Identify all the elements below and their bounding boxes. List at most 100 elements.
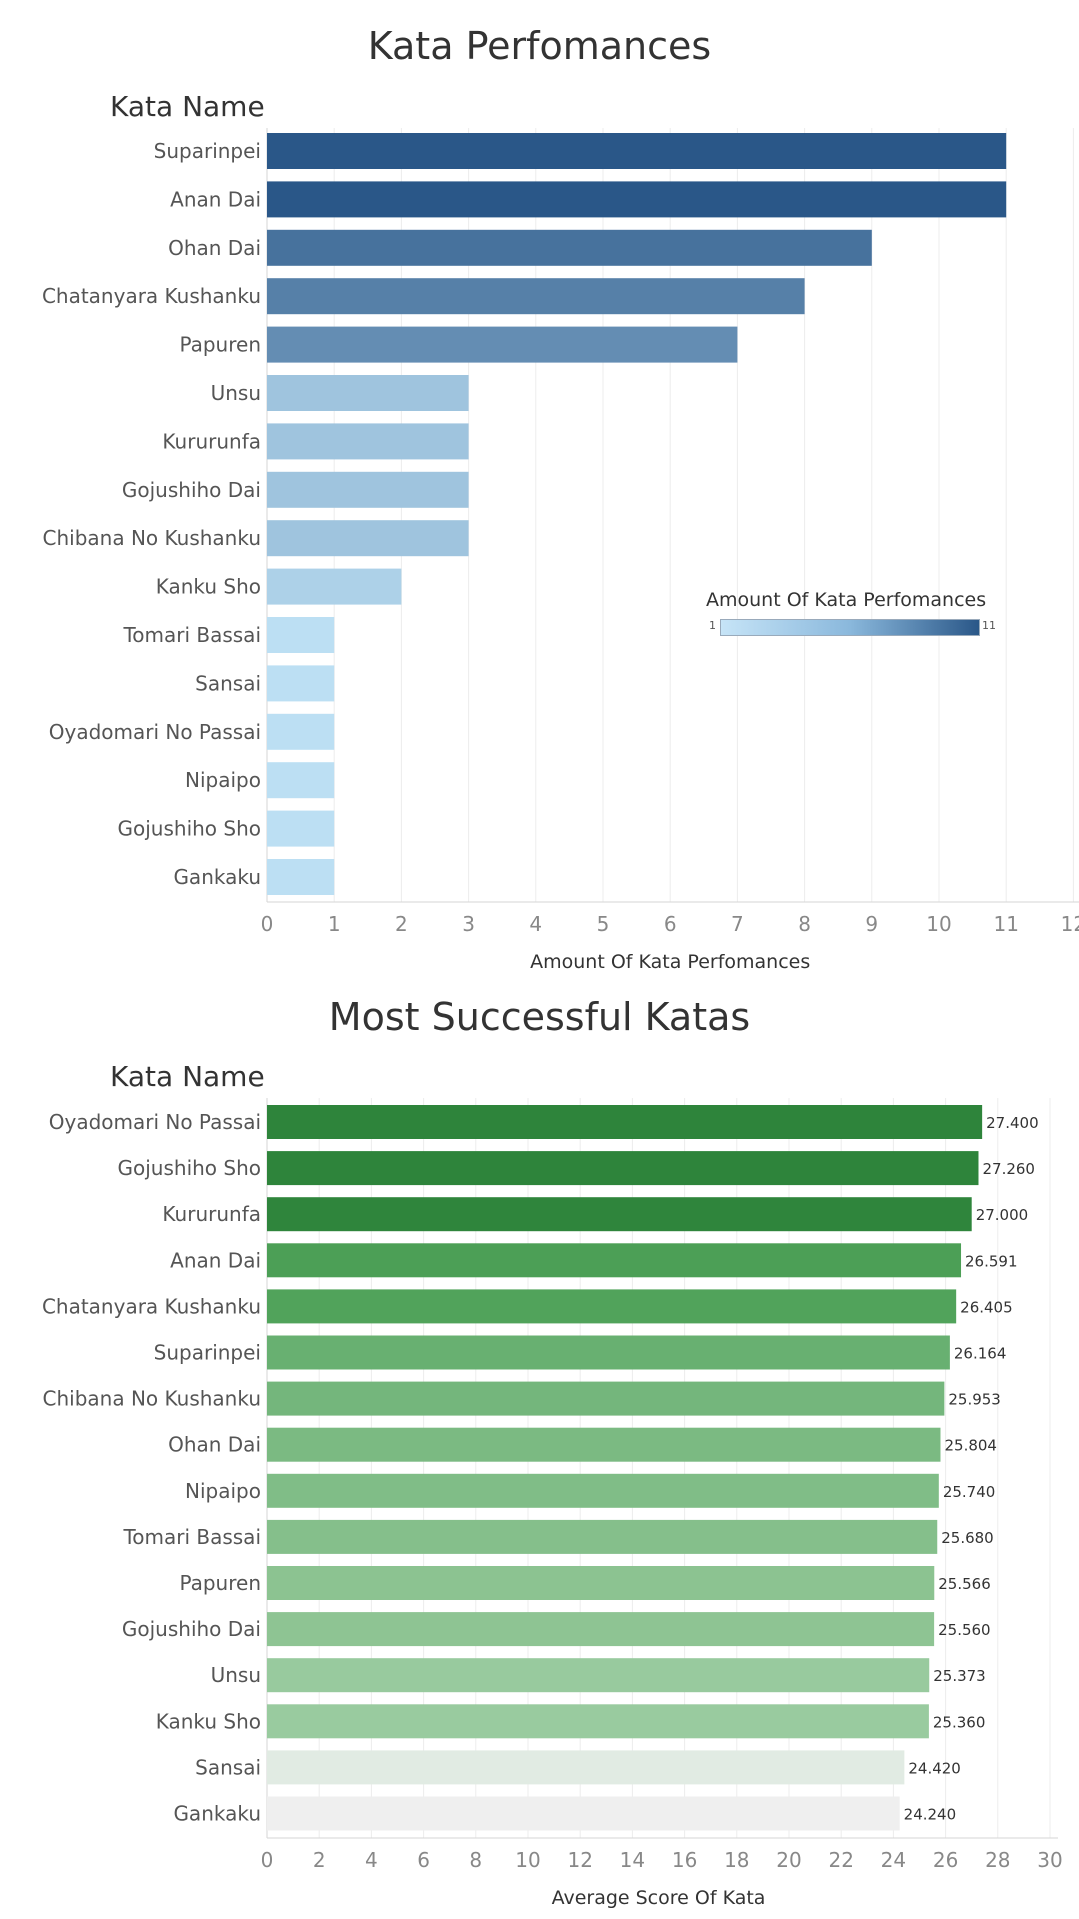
category-label: Ohan Dai (168, 236, 261, 260)
category-label: Tomari Bassai (122, 1525, 261, 1549)
x-tick-label: 24 (881, 1848, 906, 1872)
data-label: 25.360 (933, 1713, 986, 1731)
x-tick-label: 26 (933, 1848, 958, 1872)
data-label: 24.420 (908, 1759, 961, 1777)
bar (267, 1105, 983, 1139)
category-label: Kanku Sho (156, 1709, 261, 1733)
bar (267, 665, 335, 702)
legend-max-label: 11 (982, 619, 996, 632)
category-label: Unsu (211, 381, 261, 405)
x-tick-label: 1 (328, 912, 341, 936)
bar (267, 229, 872, 266)
bar (267, 1658, 930, 1693)
color-legend: Amount Of Kata Perfomances 1 11 (706, 589, 1006, 637)
x-axis-title: Average Score Of Kata (552, 1887, 766, 1909)
category-label: Papuren (179, 1571, 261, 1595)
x-tick-label: 2 (313, 1848, 326, 1872)
bar (267, 1796, 900, 1831)
category-label: Oyadomari No Passai (49, 1110, 261, 1134)
bar (267, 1151, 979, 1186)
x-tick-label: 12 (567, 1848, 592, 1872)
x-tick-label: 0 (261, 912, 274, 936)
bar (267, 859, 335, 895)
category-label: Nipaipo (185, 1479, 261, 1503)
bar (267, 133, 1007, 169)
category-label: Kanku Sho (156, 575, 261, 599)
data-label: 25.373 (933, 1667, 986, 1685)
x-tick-label: 22 (828, 1848, 853, 1872)
bar (267, 375, 469, 411)
data-label: 25.953 (948, 1391, 1001, 1409)
x-tick-label: 14 (620, 1848, 645, 1872)
category-label: Sansai (195, 671, 261, 695)
category-label: Nipaipo (185, 768, 261, 792)
data-label: 24.240 (904, 1806, 957, 1824)
bar (267, 181, 1007, 218)
category-label: Suparinpei (154, 139, 261, 163)
data-label: 25.740 (943, 1483, 996, 1501)
category-label: Sansai (195, 1755, 261, 1779)
x-tick-label: 8 (798, 912, 811, 936)
bar (267, 520, 469, 557)
x-tick-label: 3 (462, 912, 475, 936)
bar (267, 713, 335, 750)
data-label: 25.804 (944, 1437, 997, 1455)
bar (267, 1381, 945, 1416)
x-tick-label: 5 (597, 912, 610, 936)
x-tick-label: 0 (261, 1848, 274, 1872)
category-label: Kururunfa (162, 1202, 261, 1226)
category-label: Suparinpei (154, 1341, 261, 1365)
x-tick-label: 20 (776, 1848, 801, 1872)
category-label: Papuren (179, 333, 261, 357)
bar (267, 1566, 935, 1600)
x-tick-label: 12 (1061, 912, 1079, 936)
bar (267, 1289, 957, 1324)
data-label: 25.566 (938, 1575, 991, 1593)
bar (267, 810, 335, 847)
legend-title: Amount Of Kata Perfomances (706, 589, 987, 611)
category-label: Anan Dai (170, 1248, 261, 1272)
data-label: 26.405 (960, 1298, 1013, 1316)
bar (267, 1243, 962, 1278)
category-label: Anan Dai (170, 187, 261, 211)
x-axis-title: Amount Of Kata Perfomances (530, 951, 810, 973)
data-label: 26.591 (965, 1252, 1018, 1270)
x-tick-label: 4 (529, 912, 542, 936)
x-tick-label: 8 (469, 1848, 482, 1872)
bar (267, 1197, 972, 1232)
chart-title-successful: Most Successful Katas (328, 995, 751, 1039)
category-label: Gojushiho Sho (118, 1156, 262, 1180)
row-header-performances: Kata Name (110, 90, 265, 123)
category-label: Oyadomari No Passai (49, 720, 261, 744)
x-tick-label: 4 (365, 1848, 378, 1872)
data-label: 26.164 (954, 1345, 1007, 1363)
category-label: Kururunfa (162, 429, 261, 453)
bar (267, 278, 805, 315)
x-tick-label: 2 (395, 912, 408, 936)
x-tick-label: 30 (1037, 1848, 1062, 1872)
legend-gradient-bar (720, 619, 980, 636)
data-label: 25.680 (941, 1529, 994, 1547)
data-label: 25.560 (938, 1621, 991, 1639)
x-tick-label: 9 (865, 912, 878, 936)
category-label: Tomari Bassai (122, 623, 261, 647)
bar (267, 762, 335, 799)
x-tick-label: 18 (724, 1848, 749, 1872)
x-tick-label: 11 (993, 912, 1018, 936)
bar (267, 471, 469, 508)
category-label: Gankaku (173, 865, 261, 889)
category-label: Gojushiho Dai (122, 478, 261, 502)
bar (267, 423, 469, 460)
data-label: 27.260 (982, 1160, 1035, 1178)
category-label: Gojushiho Dai (122, 1617, 261, 1641)
x-tick-label: 28 (985, 1848, 1010, 1872)
chart-title-performances: Kata Perfomances (367, 24, 712, 68)
x-tick-label: 10 (926, 912, 951, 936)
bar (267, 1335, 950, 1370)
bar (267, 1519, 938, 1554)
bar (267, 326, 738, 363)
category-label: Chibana No Kushanku (43, 526, 261, 550)
performances-chart: Suparinpei Anan Dai Ohan Dai Chatanyara Kus… (42, 128, 1079, 973)
bar (267, 568, 402, 605)
x-tick-label: 10 (515, 1848, 540, 1872)
